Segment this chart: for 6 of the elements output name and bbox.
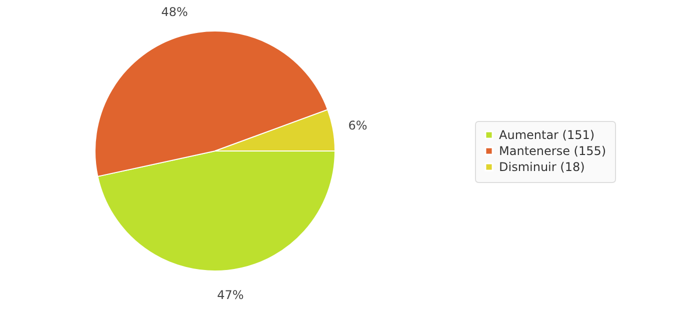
legend-label: Mantenerse (155) [499,144,606,158]
data-label: 6% [348,118,368,133]
data-label: 47% [217,288,244,302]
legend-label: Aumentar (151) [499,128,595,142]
legend-label: Disminuir (18) [499,160,585,174]
data-label: 48% [161,4,188,19]
